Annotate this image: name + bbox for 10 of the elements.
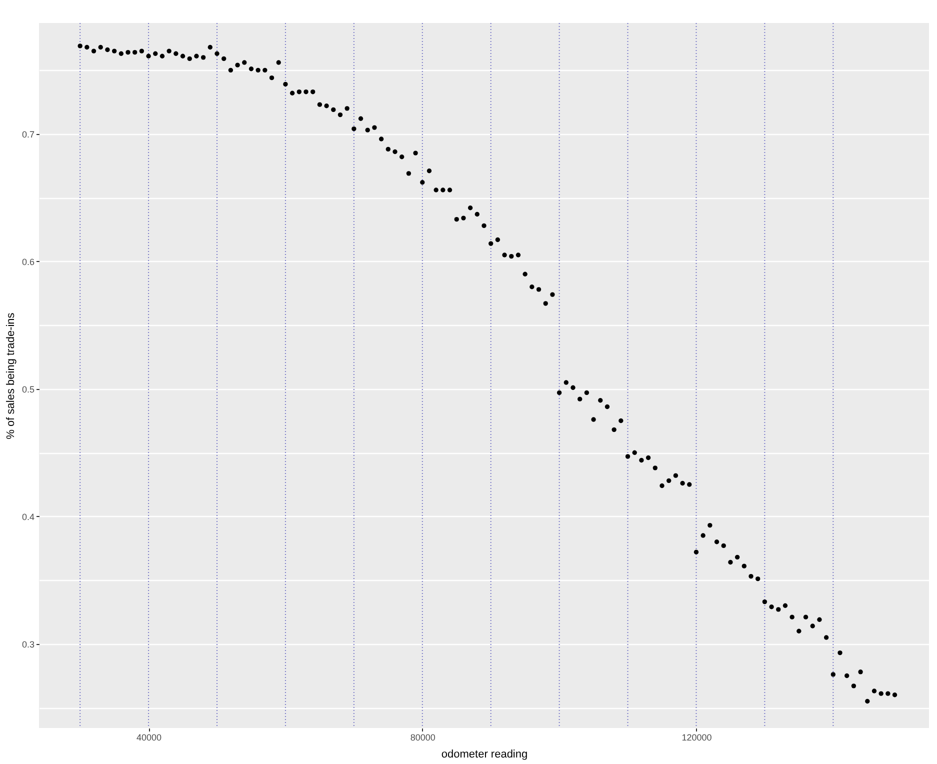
x-axis-title: odometer reading xyxy=(441,748,528,760)
y-tick-label: 0.5 xyxy=(22,384,34,394)
x-tick-label: 120000 xyxy=(682,732,712,742)
x-tick-label: 40000 xyxy=(136,732,162,742)
y-tick-label: 0.4 xyxy=(22,512,34,522)
y-tick-label: 0.6 xyxy=(22,256,34,267)
y-axis-title: % of sales being trade-ins xyxy=(4,312,17,440)
y-tick-label: 0.3 xyxy=(22,639,34,650)
y-tick-label: 0.7 xyxy=(22,129,34,140)
x-tick-label: 80000 xyxy=(410,732,436,742)
